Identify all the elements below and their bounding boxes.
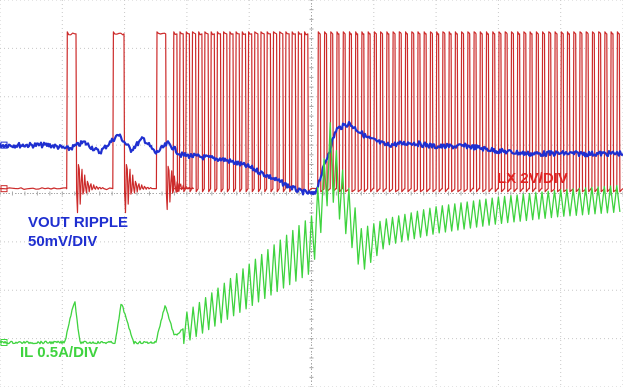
lx-trace-label: LX 2V/DIV: [497, 170, 568, 187]
lx-trace: [0, 31, 623, 214]
channel-ground-marker: [0, 185, 8, 193]
channel-ground-marker: [0, 141, 8, 149]
channel-markers: [0, 141, 8, 346]
inductor-current-trace-group: [0, 122, 621, 345]
channel-ground-marker: [0, 338, 8, 346]
il-trace: [0, 122, 621, 345]
il-trace-label: IL 0.5A/DIV: [20, 344, 99, 361]
vout-ripple-trace: [0, 120, 623, 196]
vout-trace-label-line1: VOUT RIPPLE: [28, 214, 129, 231]
vout-ripple-trace-group: [0, 120, 623, 196]
lx-trace-group: [0, 31, 623, 214]
vout-trace-label-line2: 50mV/DIV: [28, 233, 98, 250]
